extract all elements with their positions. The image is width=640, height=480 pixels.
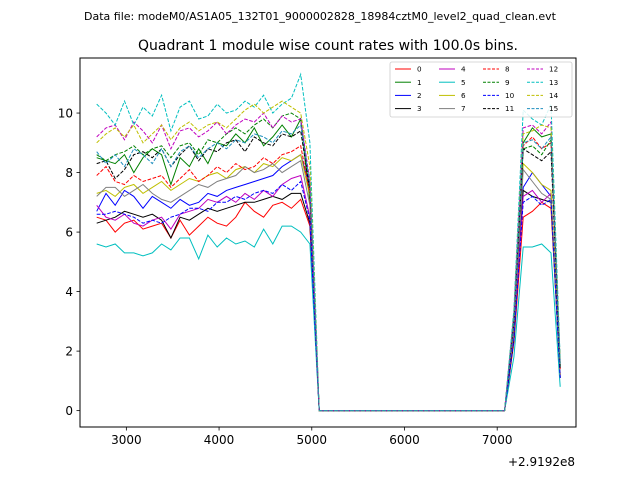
legend-label-2: 2 <box>417 91 422 100</box>
x-tick-label: 7000 <box>482 433 513 447</box>
series-line-1 <box>96 117 561 412</box>
legend-label-9: 9 <box>505 78 510 87</box>
legend-label-5: 5 <box>461 78 466 87</box>
series-line-2 <box>96 153 561 412</box>
series-line-10 <box>96 180 561 412</box>
suptitle: Data file: modeM0/AS1A05_132T01_90000028… <box>84 10 557 23</box>
y-tick-label: 2 <box>65 344 73 358</box>
series-line-11 <box>96 130 561 412</box>
x-tick-label: 3000 <box>111 433 142 447</box>
legend-label-11: 11 <box>505 104 514 113</box>
x-tick-label: 5000 <box>297 433 328 447</box>
legend-label-6: 6 <box>461 91 466 100</box>
chart-title: Quadrant 1 module wise count rates with … <box>138 38 518 54</box>
y-tick-label: 6 <box>65 225 73 239</box>
series-line-0 <box>96 198 561 412</box>
series-line-7 <box>96 159 561 412</box>
legend-box <box>389 61 573 118</box>
legend-label-15: 15 <box>549 104 558 113</box>
axes-frame <box>79 57 577 428</box>
legend-label-12: 12 <box>549 65 558 74</box>
legend-label-14: 14 <box>549 91 559 100</box>
legend-label-3: 3 <box>417 104 422 113</box>
y-tick-label: 10 <box>58 106 73 120</box>
x-offset-label: +2.9192e8 <box>508 455 575 469</box>
y-tick-label: 0 <box>65 404 73 418</box>
series-line-4 <box>96 174 561 412</box>
legend-label-4: 4 <box>461 65 466 74</box>
y-tick-label: 4 <box>65 285 73 299</box>
legend-label-13: 13 <box>549 78 558 87</box>
axis-ticks: 3000 4000 5000 6000 7000 0 2 4 6 8 10 <box>58 106 513 447</box>
x-tick-label: 4000 <box>204 433 235 447</box>
series-line-5 <box>96 225 561 412</box>
plot-lines <box>96 72 561 412</box>
legend-label-7: 7 <box>461 104 466 113</box>
series-line-15 <box>96 123 561 412</box>
legend-label-0: 0 <box>417 65 422 74</box>
series-line-14 <box>96 100 561 412</box>
series-line-13 <box>96 72 561 412</box>
legend-label-10: 10 <box>505 91 515 100</box>
legend-label-1: 1 <box>417 78 422 87</box>
legend-label-8: 8 <box>505 65 510 74</box>
y-tick-label: 8 <box>65 166 73 180</box>
series-line-8 <box>96 136 561 412</box>
series-line-6 <box>96 153 561 412</box>
x-tick-label: 6000 <box>389 433 420 447</box>
